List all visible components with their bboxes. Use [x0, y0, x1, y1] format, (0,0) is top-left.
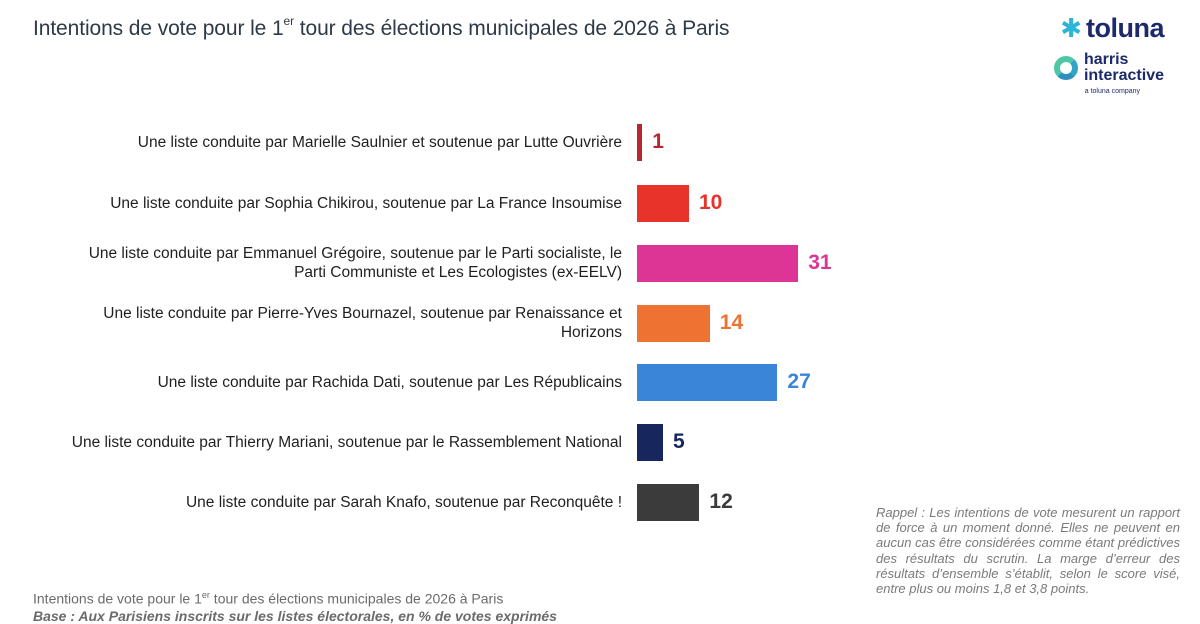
bar	[637, 363, 778, 401]
logo-group: ✱ toluna harris interactive a toluna com…	[1014, 14, 1165, 104]
data-label: 14	[719, 311, 744, 334]
harris-line1: harris	[1083, 51, 1129, 68]
harris-wordmark: harris interactive	[1084, 52, 1164, 84]
bar	[637, 123, 643, 161]
toluna-wordmark: toluna	[1086, 13, 1165, 43]
category-label: Une liste conduite par Marielle Saulnier…	[137, 133, 622, 151]
company-tagline: a toluna company	[1084, 88, 1140, 95]
harris-interactive-logo: harris interactive	[1053, 52, 1164, 84]
ring-icon	[1053, 56, 1078, 80]
page-title: Intentions de vote pour le 1er tour des …	[33, 14, 730, 40]
category-label: Une liste conduite par Sarah Knafo, sout…	[185, 493, 622, 511]
bar	[637, 244, 799, 282]
category-label: Une liste conduite par Thierry Mariani, …	[71, 433, 622, 451]
data-label: 27	[787, 370, 811, 393]
category-label: Une liste conduite par Emmanuel Grégoire…	[88, 245, 622, 281]
toluna-logo: ✱ toluna	[1060, 14, 1164, 42]
category-label: Une liste conduite par Pierre-Yves Bourn…	[103, 305, 622, 341]
footer-base: Base : Aux Parisiens inscrits sur les li…	[33, 608, 557, 624]
asterisk-icon: ✱	[1060, 13, 1082, 43]
harris-line2: interactive	[1083, 67, 1164, 84]
disclaimer-note: Rappel : Les intentions de vote mesurent…	[876, 505, 1180, 597]
bar	[637, 184, 689, 222]
footer-title: Intentions de vote pour le 1er tour des …	[33, 590, 504, 607]
bar	[637, 483, 700, 521]
data-label: 1	[652, 130, 664, 153]
data-label: 5	[673, 430, 685, 453]
category-label: Une liste conduite par Sophia Chikirou, …	[110, 194, 622, 212]
data-label: 31	[808, 251, 832, 274]
bar	[637, 304, 710, 342]
bar	[637, 423, 663, 461]
data-label: 12	[709, 490, 733, 513]
category-label: Une liste conduite par Rachida Dati, sou…	[157, 373, 622, 391]
data-label: 10	[699, 191, 723, 214]
